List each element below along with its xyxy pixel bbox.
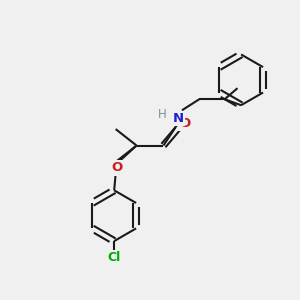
Text: Cl: Cl — [107, 251, 121, 264]
Text: O: O — [180, 117, 191, 130]
Text: O: O — [112, 161, 123, 174]
Text: N: N — [173, 112, 184, 125]
Text: H: H — [158, 108, 166, 121]
